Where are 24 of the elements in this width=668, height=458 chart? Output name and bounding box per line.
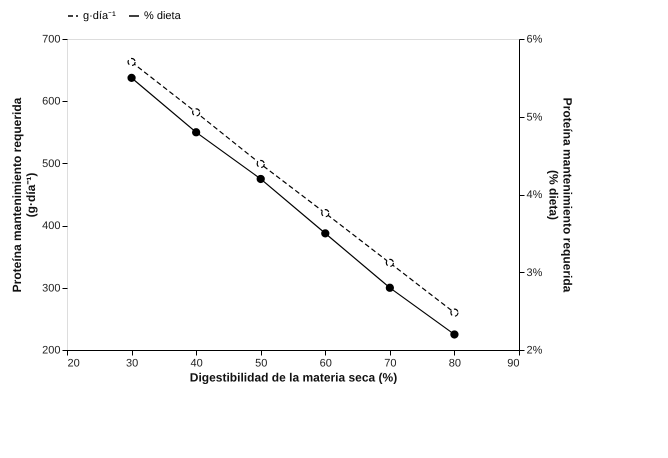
y2-tick-label: 5% xyxy=(526,111,543,124)
x-tick-label: 80 xyxy=(448,358,462,370)
y-tick-label: 600 xyxy=(42,96,60,108)
y2-axis-title: Proteína mantenimiento requerida (% dieta) xyxy=(546,98,574,293)
x-tick-label: 60 xyxy=(320,358,332,370)
x-axis-title: Digestibilidad de la materia seca (%) xyxy=(190,370,398,384)
x-tick-label: 30 xyxy=(126,358,138,370)
legend-label: % dieta xyxy=(144,10,182,22)
x-tick-label: 50 xyxy=(255,358,268,370)
x-tick-label: 40 xyxy=(190,358,203,370)
y-tick-label: 500 xyxy=(42,158,60,170)
y-axis-title: Proteína mantenimiento requerida (g·día⁻¹) xyxy=(10,97,38,292)
y2-tick-label: 3% xyxy=(526,266,543,279)
y-tick-label: 400 xyxy=(42,220,60,232)
y2-tick-label: 2% xyxy=(526,344,543,356)
y-tick-label: 200 xyxy=(42,344,60,356)
y2-tick-label: 6% xyxy=(526,34,543,46)
y2-tick-label: 4% xyxy=(526,189,543,201)
y-tick-label: 700 xyxy=(42,34,60,46)
x-tick-label: 90 xyxy=(507,358,520,370)
x-tick-label: 20 xyxy=(68,358,80,370)
y-tick-label: 300 xyxy=(42,282,60,294)
x-tick-label: 70 xyxy=(384,358,396,370)
legend-label: g·día⁻¹ xyxy=(83,10,116,22)
